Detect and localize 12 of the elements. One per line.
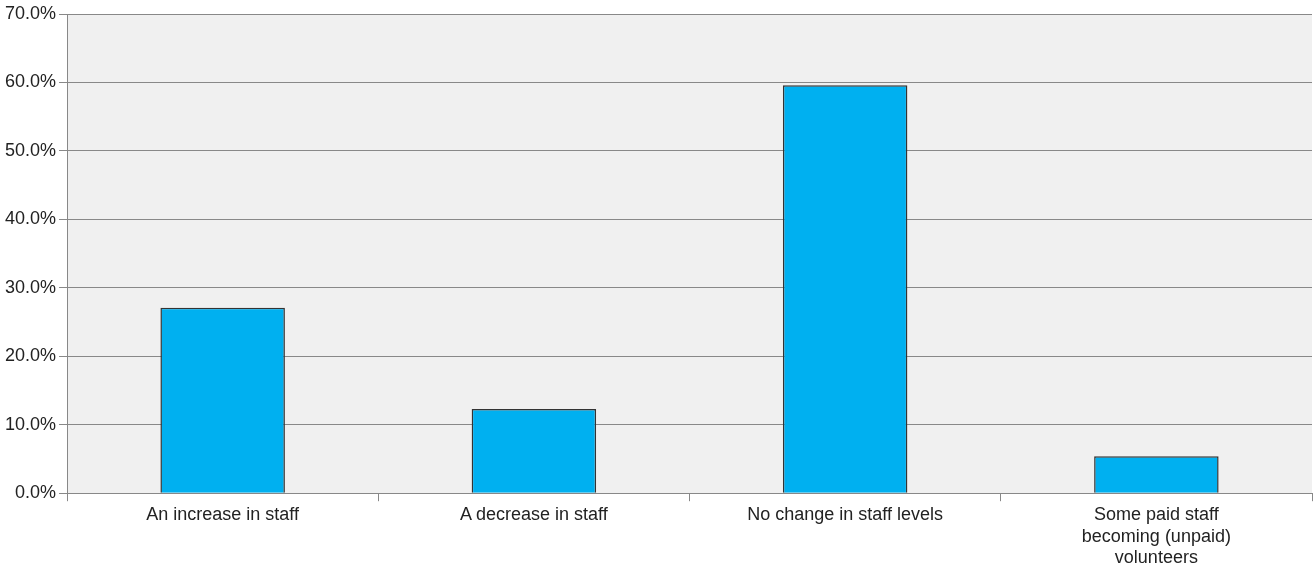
x-tick-label: A decrease in staff — [460, 503, 609, 524]
x-tick-label: Some paid staff becoming (unpaid) volunteers — [1081, 503, 1231, 568]
y-tick-label: 60.0% — [4, 71, 57, 92]
y-tick-label: 50.0% — [4, 139, 57, 160]
x-tick-label: An increase in staff — [146, 503, 301, 524]
y-tick-label: 0.0% — [15, 482, 57, 503]
y-tick-label: 30.0% — [4, 276, 57, 297]
y-tick-label: 20.0% — [4, 345, 57, 366]
x-tick-label: No change in staff levels — [747, 503, 944, 524]
y-tick-label: 40.0% — [4, 208, 57, 229]
y-tick-label: 10.0% — [4, 413, 57, 434]
y-tick-label: 70.0% — [4, 2, 57, 23]
